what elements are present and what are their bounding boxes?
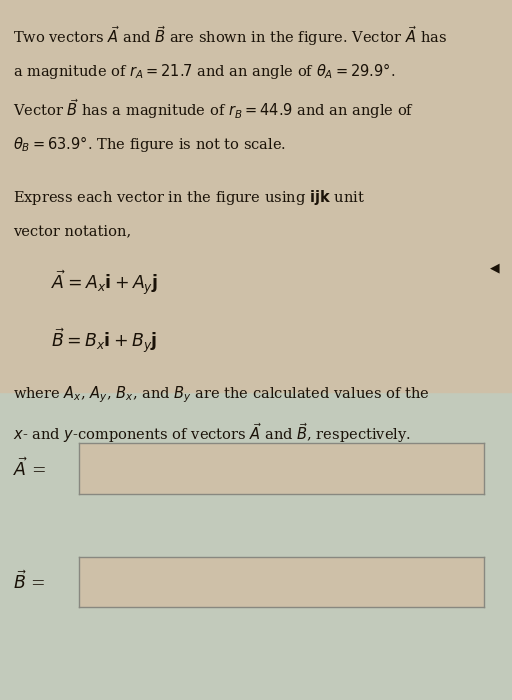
Text: Two vectors $\vec{A}$ and $\vec{B}$ are shown in the figure. Vector $\vec{A}$ ha: Two vectors $\vec{A}$ and $\vec{B}$ are …	[13, 25, 447, 48]
Text: $\vec{A}$ =: $\vec{A}$ =	[13, 457, 46, 480]
Text: ◀: ◀	[489, 261, 499, 274]
Text: Express each vector in the figure using $\mathbf{ijk}$ unit: Express each vector in the figure using …	[13, 188, 365, 207]
Text: a magnitude of $r_A = 21.7$ and an angle of $\theta_A = 29.9°$.: a magnitude of $r_A = 21.7$ and an angle…	[13, 61, 395, 81]
Text: $\vec{B}$ =: $\vec{B}$ =	[13, 570, 45, 593]
Text: $\vec{A} = A_x\mathbf{i} + A_y\mathbf{j}$: $\vec{A} = A_x\mathbf{i} + A_y\mathbf{j}…	[51, 268, 158, 298]
Text: where $A_x$, $A_y$, $B_x$, and $B_y$ are the calculated values of the: where $A_x$, $A_y$, $B_x$, and $B_y$ are…	[13, 385, 429, 405]
Text: Vector $\vec{B}$ has a magnitude of $r_B = 44.9$ and an angle of: Vector $\vec{B}$ has a magnitude of $r_B…	[13, 97, 414, 121]
Text: $\theta_B = 63.9°$. The figure is not to scale.: $\theta_B = 63.9°$. The figure is not to…	[13, 134, 286, 154]
Text: vector notation,: vector notation,	[13, 225, 131, 239]
Text: $x$- and $y$-components of vectors $\vec{A}$ and $\vec{B}$, respectively.: $x$- and $y$-components of vectors $\vec…	[13, 421, 411, 445]
Text: $\vec{B} = B_x\mathbf{i} + B_y\mathbf{j}$: $\vec{B} = B_x\mathbf{i} + B_y\mathbf{j}…	[51, 327, 158, 356]
